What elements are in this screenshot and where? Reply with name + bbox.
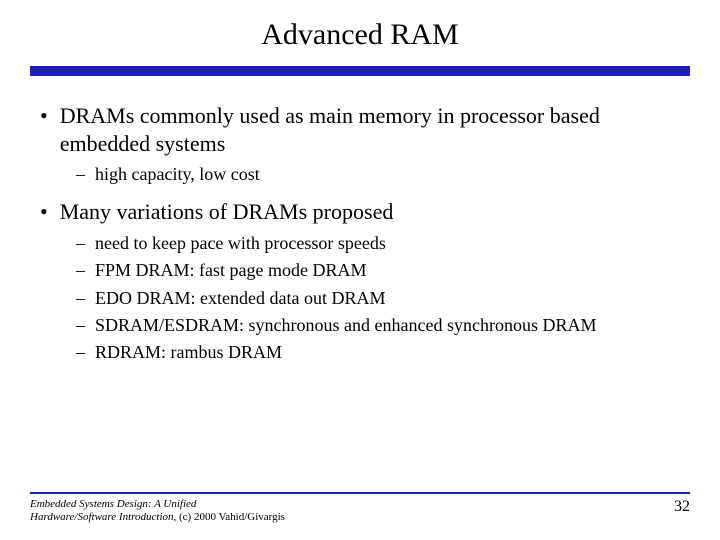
sub-bullet-item: – EDO DRAM: extended data out DRAM: [76, 287, 690, 310]
bullet-item: • Many variations of DRAMs proposed: [40, 198, 690, 226]
footer: Embedded Systems Design: A Unified Hardw…: [0, 492, 720, 524]
footer-line2-plain: , (c) 2000 Vahid/Givargis: [174, 511, 285, 523]
spacer: [40, 190, 690, 198]
dash-icon: –: [76, 287, 85, 310]
page-number: 32: [674, 498, 690, 516]
slide-title: Advanced RAM: [30, 18, 690, 52]
dash-icon: –: [76, 341, 85, 364]
sub-bullet-item: – need to keep pace with processor speed…: [76, 232, 690, 255]
bullet-dot-icon: •: [40, 198, 48, 226]
footer-row: Embedded Systems Design: A Unified Hardw…: [30, 498, 690, 524]
sub-bullet-text: need to keep pace with processor speeds: [95, 232, 386, 255]
bullet-text: Many variations of DRAMs proposed: [60, 198, 394, 226]
sub-bullet-text: FPM DRAM: fast page mode DRAM: [95, 259, 367, 282]
sub-bullet-item: – high capacity, low cost: [76, 163, 690, 186]
sub-bullet-item: – SDRAM/ESDRAM: synchronous and enhanced…: [76, 314, 690, 337]
content-area: • DRAMs commonly used as main memory in …: [30, 102, 690, 365]
sub-bullet-item: – RDRAM: rambus DRAM: [76, 341, 690, 364]
dash-icon: –: [76, 314, 85, 337]
dash-icon: –: [76, 163, 85, 186]
title-rule: [30, 66, 690, 76]
sub-bullet-text: EDO DRAM: extended data out DRAM: [95, 287, 385, 310]
dash-icon: –: [76, 259, 85, 282]
sub-bullet-text: SDRAM/ESDRAM: synchronous and enhanced s…: [95, 314, 596, 337]
sub-bullet-item: – FPM DRAM: fast page mode DRAM: [76, 259, 690, 282]
slide: Advanced RAM • DRAMs commonly used as ma…: [0, 0, 720, 540]
bullet-dot-icon: •: [40, 102, 48, 130]
footer-line1: Embedded Systems Design: A Unified: [30, 498, 196, 510]
bullet-item: • DRAMs commonly used as main memory in …: [40, 102, 690, 157]
bullet-text: DRAMs commonly used as main memory in pr…: [60, 102, 690, 157]
sub-bullet-text: RDRAM: rambus DRAM: [95, 341, 282, 364]
sub-bullet-text: high capacity, low cost: [95, 163, 260, 186]
footer-line2-italic: Hardware/Software Introduction: [30, 511, 174, 523]
footer-citation: Embedded Systems Design: A Unified Hardw…: [30, 498, 285, 524]
dash-icon: –: [76, 232, 85, 255]
footer-rule: [30, 492, 690, 494]
